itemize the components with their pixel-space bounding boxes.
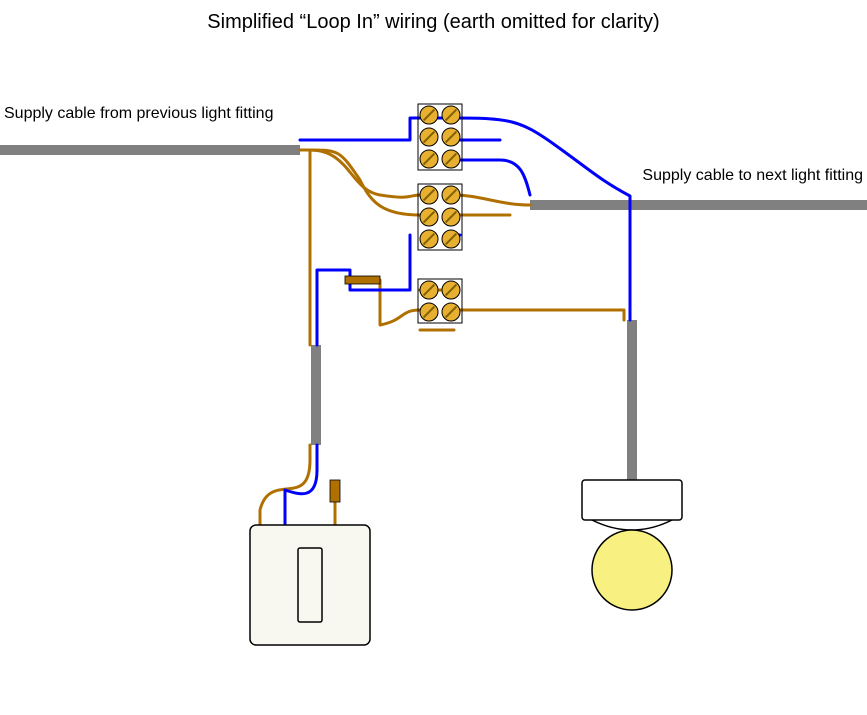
wire-live (454, 195, 530, 205)
wire-neutral (454, 118, 630, 320)
wire-live (300, 150, 420, 197)
wire-neutral (454, 160, 530, 195)
cable-supply-in (0, 145, 300, 155)
light-bulb (592, 530, 672, 610)
cable-light-drop (627, 320, 637, 480)
label-supply-in: Supply cable from previous light fitting (4, 105, 273, 122)
cable-supply-out (530, 200, 867, 210)
label-supply-out: Supply cable to next light fitting (642, 167, 863, 184)
switch-rocker (298, 548, 322, 622)
lamp-shade (592, 520, 672, 530)
diagram-title: Simplified “Loop In” wiring (earth omitt… (207, 11, 659, 33)
cable-switch-drop (311, 345, 321, 445)
wire-neutral (317, 235, 410, 345)
brown-sleeve (345, 276, 380, 284)
wire-live (454, 310, 624, 320)
ceiling-rose (582, 480, 682, 520)
brown-sleeve (330, 480, 340, 502)
